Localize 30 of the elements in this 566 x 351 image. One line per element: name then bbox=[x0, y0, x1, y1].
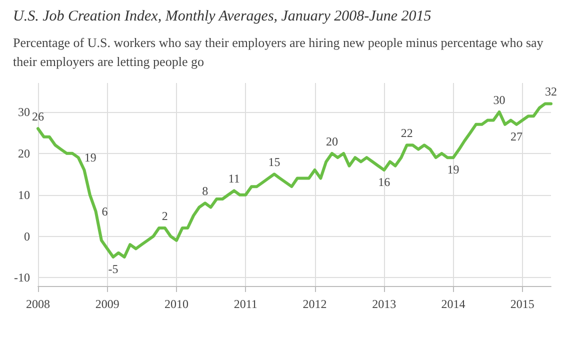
data-label: 19 bbox=[84, 150, 96, 165]
chart-title: U.S. Job Creation Index, Monthly Averages, January 2008-June 2015 bbox=[13, 8, 432, 24]
y-tick-label: 30 bbox=[18, 105, 30, 119]
data-label: 2 bbox=[162, 209, 168, 223]
data-label: 19 bbox=[447, 162, 460, 177]
data-label: 6 bbox=[102, 204, 108, 218]
x-tick-label: 2013 bbox=[372, 297, 396, 311]
y-tick-label: -10 bbox=[14, 270, 30, 285]
chart-subtitle: Percentage of U.S. workers who say their employers are hiring new people minus percentage who say their employers are letting people go bbox=[13, 35, 547, 69]
x-tick-label: 2014 bbox=[441, 297, 466, 311]
y-tick-label: 20 bbox=[18, 146, 30, 160]
data-label: 22 bbox=[400, 126, 413, 140]
data-label: 30 bbox=[493, 93, 506, 107]
data-label: 27 bbox=[510, 129, 523, 144]
data-label: 26 bbox=[32, 110, 44, 124]
data-label: 20 bbox=[326, 134, 338, 148]
x-tick-label: 2015 bbox=[510, 297, 534, 311]
data-label: 8 bbox=[202, 184, 208, 198]
x-tick-label: 2008 bbox=[26, 297, 50, 311]
x-tick-label: 2011 bbox=[234, 297, 258, 311]
data-label: -5 bbox=[108, 262, 118, 276]
data-label: 16 bbox=[378, 175, 390, 189]
x-tick-label: 2010 bbox=[164, 297, 188, 311]
data-label: 11 bbox=[228, 172, 240, 186]
x-tick-label: 2009 bbox=[95, 297, 120, 311]
y-tick-label: 10 bbox=[18, 188, 30, 202]
data-label: 15 bbox=[268, 155, 280, 170]
y-tick-label: 0 bbox=[24, 229, 30, 244]
data-label: 32 bbox=[545, 84, 557, 99]
x-tick-label: 2012 bbox=[302, 297, 327, 311]
